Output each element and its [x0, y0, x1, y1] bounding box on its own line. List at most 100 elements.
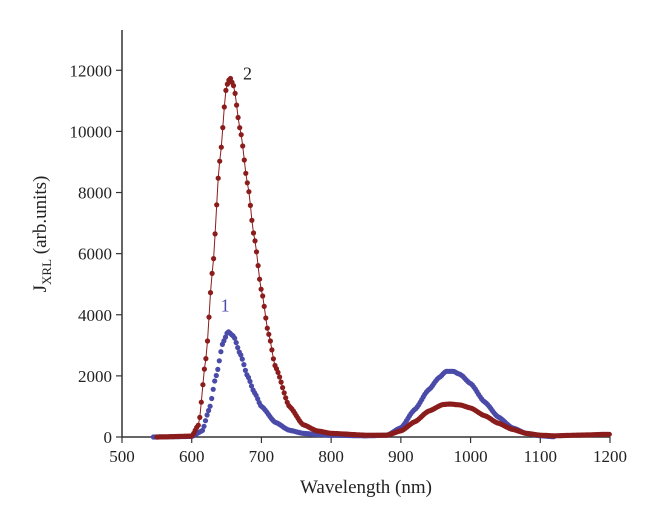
data-point	[199, 427, 206, 433]
data-point	[606, 431, 612, 437]
data-point	[206, 314, 212, 320]
data-point	[214, 202, 220, 208]
data-point	[238, 352, 244, 358]
y-axis-title-main: J	[30, 285, 51, 292]
data-point	[241, 362, 247, 368]
data-point	[246, 189, 252, 195]
data-point	[261, 303, 267, 309]
data-point	[239, 356, 245, 362]
data-point	[201, 366, 207, 372]
data-point	[217, 158, 223, 164]
data-point	[233, 340, 239, 346]
data-point	[232, 90, 238, 96]
data-point	[238, 132, 244, 138]
data-point	[215, 175, 221, 181]
data-point	[223, 87, 229, 93]
data-point	[216, 358, 222, 364]
data-point	[232, 335, 238, 341]
data-point	[281, 390, 287, 396]
data-point	[213, 372, 219, 379]
data-point	[267, 338, 273, 344]
data-point	[264, 325, 270, 331]
data-point	[277, 374, 283, 380]
data-point	[215, 366, 221, 372]
series-line	[156, 77, 610, 438]
x-axis-title: Wavelength (nm)	[300, 477, 432, 498]
x-tick-label: 600	[179, 447, 205, 466]
data-point	[250, 230, 257, 236]
data-point	[247, 378, 253, 384]
data-point	[283, 395, 289, 401]
data-point	[235, 345, 241, 351]
data-point	[257, 276, 263, 282]
data-point	[230, 83, 237, 89]
data-point	[258, 286, 264, 292]
data-point	[218, 349, 224, 355]
data-point	[209, 270, 215, 276]
data-point	[244, 180, 250, 186]
data-point	[275, 369, 281, 375]
series-layer	[150, 75, 612, 440]
data-point	[201, 423, 207, 429]
y-tick-label: 2000	[78, 367, 112, 386]
x-tick-label: 1000	[454, 447, 488, 466]
x-tick-label: 1100	[524, 447, 557, 466]
data-point	[224, 81, 230, 87]
data-point	[222, 334, 229, 340]
series-label-2: 2	[243, 63, 252, 83]
data-point	[212, 378, 218, 384]
data-point	[211, 256, 217, 262]
data-point	[212, 231, 218, 237]
y-ticks: 0 2000 4000 6000 8000 10000 12000	[70, 61, 122, 447]
y-axis-title: JXRL (arb.units)	[30, 176, 54, 293]
data-point	[260, 293, 266, 299]
data-point	[206, 407, 212, 414]
data-point	[280, 385, 286, 391]
data-point	[209, 395, 215, 402]
x-ticks: 500 600 700 800 900 1000 1100 1200	[109, 437, 627, 466]
data-point	[255, 263, 261, 269]
data-point	[234, 102, 240, 108]
data-point	[204, 338, 211, 344]
data-point	[247, 202, 253, 208]
x-tick-label: 500	[109, 447, 135, 466]
annotation-layer: 21	[221, 63, 252, 315]
data-point	[252, 238, 258, 244]
data-point	[270, 356, 276, 362]
data-point	[241, 157, 247, 163]
data-point	[200, 382, 206, 388]
axes	[121, 30, 610, 438]
y-tick-label: 0	[104, 428, 113, 447]
data-point	[202, 418, 209, 424]
x-tick-label: 700	[249, 447, 275, 466]
data-point	[207, 290, 214, 296]
data-point	[278, 379, 284, 385]
data-point	[249, 217, 255, 223]
data-point	[240, 143, 246, 149]
x-tick-label: 800	[318, 447, 344, 466]
data-point	[210, 386, 216, 392]
data-point	[198, 399, 204, 405]
x-tick-label: 900	[388, 447, 414, 466]
data-point	[266, 331, 272, 337]
data-point	[269, 347, 275, 353]
data-point	[245, 374, 252, 381]
data-point	[204, 412, 210, 418]
data-point	[253, 249, 260, 255]
x-tick-label: 1200	[593, 447, 627, 466]
data-point	[221, 104, 227, 110]
data-point	[197, 414, 203, 420]
data-point	[220, 125, 226, 131]
y-tick-label: 12000	[70, 61, 113, 80]
series-label-1: 1	[221, 296, 230, 316]
data-point	[207, 403, 213, 409]
data-point	[248, 383, 255, 389]
data-point	[237, 125, 243, 131]
series-2	[154, 75, 612, 440]
data-point	[203, 356, 209, 362]
data-point	[195, 422, 201, 428]
data-point	[218, 144, 224, 150]
y-axis-title-subscript: XRL	[39, 259, 54, 285]
y-tick-label: 10000	[70, 122, 113, 141]
